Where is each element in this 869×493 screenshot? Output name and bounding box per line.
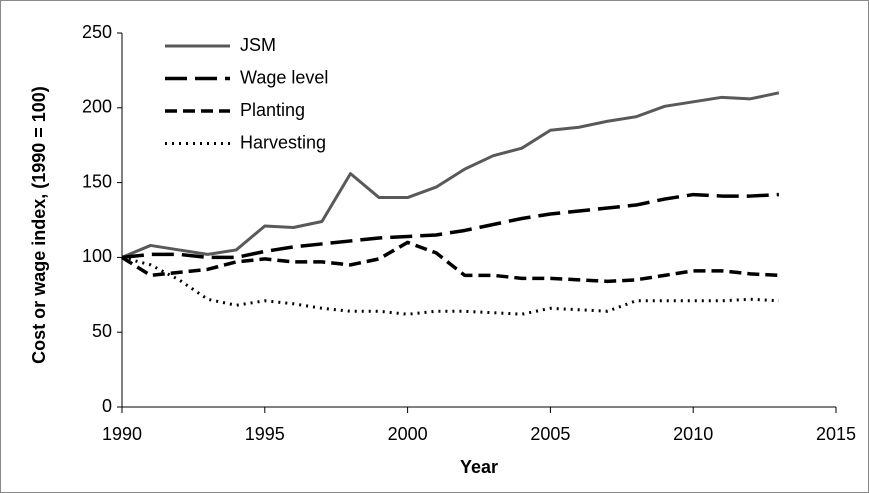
legend-label: Harvesting [240,132,326,152]
legend-label: Planting [240,100,305,120]
y-axis-label: Cost or wage index, (1990 = 100) [29,86,49,364]
y-tick-label: 0 [102,396,112,416]
y-tick-label: 50 [92,321,112,341]
line-series [121,192,779,260]
x-tick-label: 2000 [388,424,428,444]
x-tick-label: 2015 [816,424,856,444]
x-tick-label: 2010 [673,424,713,444]
x-axis-label: Year [460,457,498,477]
y-tick-label: 250 [82,22,112,42]
line-series [121,240,779,284]
y-tick-label: 100 [82,246,112,266]
x-tick-label: 1995 [245,424,285,444]
line-series [121,255,779,316]
line-series [121,91,780,259]
y-tick-label: 200 [82,97,112,117]
x-tick-label: 2005 [530,424,570,444]
x-tick-label: 1990 [102,424,142,444]
y-tick-label: 150 [82,171,112,191]
legend-label: JSM [240,35,276,55]
legend-label: Wage level [240,67,328,87]
